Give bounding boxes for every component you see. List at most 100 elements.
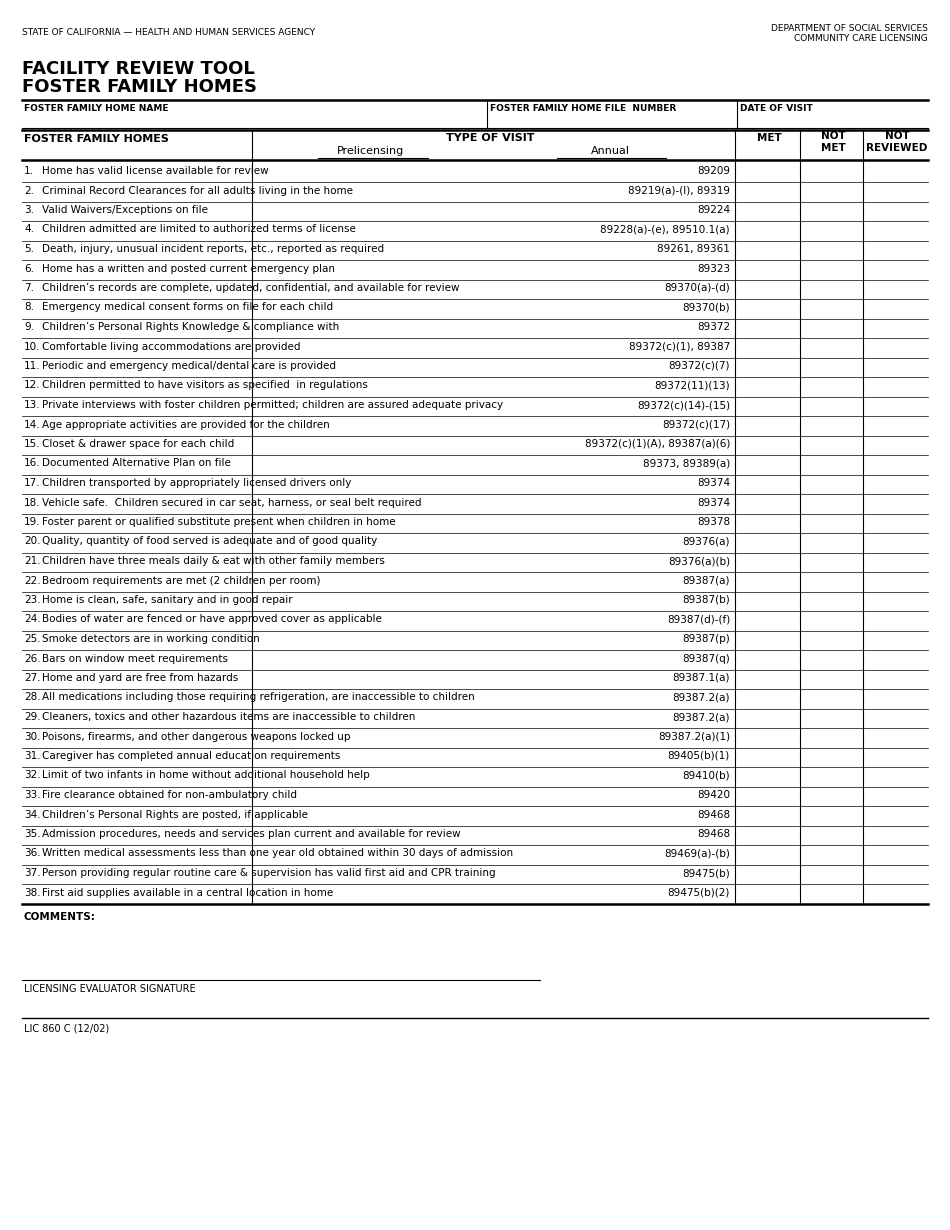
Text: TYPE OF VISIT: TYPE OF VISIT [446,133,534,143]
Text: 34.: 34. [24,809,41,819]
Text: 89387.2(a): 89387.2(a) [673,692,730,702]
Text: NOT
REVIEWED: NOT REVIEWED [866,132,928,153]
Text: 15.: 15. [24,439,41,449]
Text: Children transported by appropriately licensed drivers only: Children transported by appropriately li… [42,478,352,488]
Text: 24.: 24. [24,615,41,625]
Text: Home is clean, safe, sanitary and in good repair: Home is clean, safe, sanitary and in goo… [42,595,293,605]
Text: 33.: 33. [24,790,41,800]
Text: FACILITY REVIEW TOOL: FACILITY REVIEW TOOL [22,60,255,77]
Text: 1.: 1. [24,166,34,176]
Text: LIC 860 C (12/02): LIC 860 C (12/02) [24,1023,109,1033]
Text: 89224: 89224 [697,205,730,215]
Text: 89323: 89323 [697,263,730,273]
Text: 89475(b)(2): 89475(b)(2) [668,888,730,898]
Text: Vehicle safe.  Children secured in car seat, harness, or seal belt required: Vehicle safe. Children secured in car se… [42,497,422,508]
Text: 30.: 30. [24,732,41,742]
Text: Closet & drawer space for each child: Closet & drawer space for each child [42,439,235,449]
Text: Criminal Record Clearances for all adults living in the home: Criminal Record Clearances for all adult… [42,186,353,196]
Text: 89372(c)(14)-(15): 89372(c)(14)-(15) [636,400,730,410]
Text: FOSTER FAMILY HOMES: FOSTER FAMILY HOMES [24,134,169,144]
Text: NOT
MET: NOT MET [821,132,846,153]
Text: 89420: 89420 [697,790,730,800]
Text: 27.: 27. [24,673,41,683]
Text: Person providing regular routine care & supervision has valid first aid and CPR : Person providing regular routine care & … [42,868,496,878]
Text: 89387(p): 89387(p) [682,633,730,645]
Text: 89374: 89374 [697,478,730,488]
Text: COMMENTS:: COMMENTS: [24,911,96,921]
Text: Age appropriate activities are provided for the children: Age appropriate activities are provided … [42,419,330,429]
Text: Children’s Personal Rights Knowledge & compliance with: Children’s Personal Rights Knowledge & c… [42,322,339,332]
Text: Private interviews with foster children permitted; children are assured adequate: Private interviews with foster children … [42,400,504,410]
Text: 89219(a)-(l), 89319: 89219(a)-(l), 89319 [628,186,730,196]
Text: Bedroom requirements are met (2 children per room): Bedroom requirements are met (2 children… [42,576,320,585]
Text: Home and yard are free from hazards: Home and yard are free from hazards [42,673,238,683]
Text: Documented Alternative Plan on file: Documented Alternative Plan on file [42,459,231,469]
Text: Valid Waivers/Exceptions on file: Valid Waivers/Exceptions on file [42,205,208,215]
Text: 5.: 5. [24,244,34,255]
Text: 22.: 22. [24,576,41,585]
Text: MET: MET [756,133,781,143]
Text: 19.: 19. [24,517,41,526]
Text: COMMUNITY CARE LICENSING: COMMUNITY CARE LICENSING [794,34,928,43]
Text: Bars on window meet requirements: Bars on window meet requirements [42,653,228,663]
Text: 89261, 89361: 89261, 89361 [657,244,730,255]
Text: Admission procedures, needs and services plan current and available for review: Admission procedures, needs and services… [42,829,461,839]
Text: 26.: 26. [24,653,41,663]
Text: Comfortable living accommodations are provided: Comfortable living accommodations are pr… [42,342,300,352]
Text: Emergency medical consent forms on file for each child: Emergency medical consent forms on file … [42,303,333,312]
Text: 89209: 89209 [697,166,730,176]
Text: 20.: 20. [24,536,41,546]
Text: 28.: 28. [24,692,41,702]
Text: Bodies of water are fenced or have approved cover as applicable: Bodies of water are fenced or have appro… [42,615,382,625]
Text: 18.: 18. [24,497,41,508]
Text: 89405(b)(1): 89405(b)(1) [668,752,730,761]
Text: 89475(b): 89475(b) [682,868,730,878]
Text: 89372(c)(17): 89372(c)(17) [662,419,730,429]
Text: 89378: 89378 [697,517,730,526]
Text: 21.: 21. [24,556,41,566]
Text: 16.: 16. [24,459,41,469]
Text: 89372(c)(1)(A), 89387(a)(6): 89372(c)(1)(A), 89387(a)(6) [584,439,730,449]
Text: Home has a written and posted current emergency plan: Home has a written and posted current em… [42,263,335,273]
Text: 89387(q): 89387(q) [682,653,730,663]
Text: STATE OF CALIFORNIA — HEALTH AND HUMAN SERVICES AGENCY: STATE OF CALIFORNIA — HEALTH AND HUMAN S… [22,28,315,37]
Text: 89469(a)-(b): 89469(a)-(b) [664,849,730,859]
Text: FOSTER FAMILY HOME NAME: FOSTER FAMILY HOME NAME [24,105,168,113]
Text: DATE OF VISIT: DATE OF VISIT [740,105,813,113]
Text: 13.: 13. [24,400,41,410]
Text: Home has valid license available for review: Home has valid license available for rev… [42,166,269,176]
Text: 89376(a)(b): 89376(a)(b) [668,556,730,566]
Text: Children have three meals daily & eat with other family members: Children have three meals daily & eat wi… [42,556,385,566]
Text: FOSTER FAMILY HOME FILE  NUMBER: FOSTER FAMILY HOME FILE NUMBER [490,105,676,113]
Text: 89372(11)(13): 89372(11)(13) [655,380,730,390]
Text: 2.: 2. [24,186,34,196]
Text: 89468: 89468 [697,809,730,819]
Text: 89410(b): 89410(b) [682,770,730,781]
Text: DEPARTMENT OF SOCIAL SERVICES: DEPARTMENT OF SOCIAL SERVICES [771,25,928,33]
Text: 38.: 38. [24,888,41,898]
Text: 32.: 32. [24,770,41,781]
Text: Foster parent or qualified substitute present when children in home: Foster parent or qualified substitute pr… [42,517,395,526]
Text: 89387.1(a): 89387.1(a) [673,673,730,683]
Text: Periodic and emergency medical/dental care is provided: Periodic and emergency medical/dental ca… [42,360,336,371]
Text: 89387(d)-(f): 89387(d)-(f) [667,615,730,625]
Text: Children’s records are complete, updated, confidential, and available for review: Children’s records are complete, updated… [42,283,460,293]
Text: 89387(a): 89387(a) [682,576,730,585]
Text: 89374: 89374 [697,497,730,508]
Text: 17.: 17. [24,478,41,488]
Text: 6.: 6. [24,263,34,273]
Text: Poisons, firearms, and other dangerous weapons locked up: Poisons, firearms, and other dangerous w… [42,732,351,742]
Text: Limit of two infants in home without additional household help: Limit of two infants in home without add… [42,770,370,781]
Text: 89228(a)-(e), 89510.1(a): 89228(a)-(e), 89510.1(a) [600,225,730,235]
Text: Death, injury, unusual incident reports, etc., reported as required: Death, injury, unusual incident reports,… [42,244,384,255]
Text: First aid supplies available in a central location in home: First aid supplies available in a centra… [42,888,333,898]
Text: 25.: 25. [24,633,41,645]
Text: Smoke detectors are in working condition: Smoke detectors are in working condition [42,633,259,645]
Text: All medications including those requiring refrigeration, are inaccessible to chi: All medications including those requirin… [42,692,475,702]
Text: 89387(b): 89387(b) [682,595,730,605]
Text: Caregiver has completed annual education requirements: Caregiver has completed annual education… [42,752,340,761]
Text: 23.: 23. [24,595,41,605]
Text: 89372: 89372 [697,322,730,332]
Text: 37.: 37. [24,868,41,878]
Text: LICENSING EVALUATOR SIGNATURE: LICENSING EVALUATOR SIGNATURE [24,984,196,994]
